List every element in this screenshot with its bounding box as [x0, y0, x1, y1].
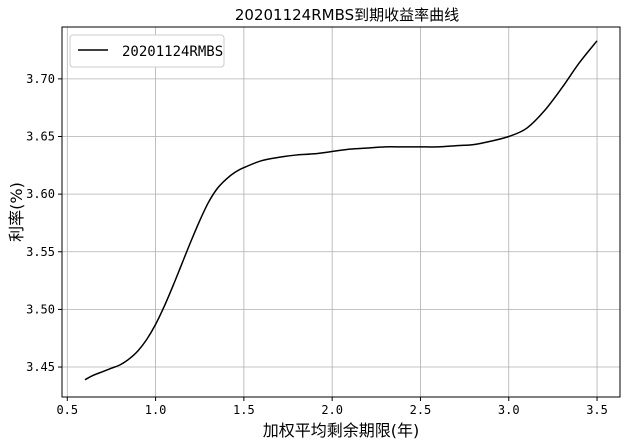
legend: 20201124RMBS [69, 34, 225, 68]
x-tick-label: 3.0 [498, 403, 520, 417]
y-tick-label: 3.55 [26, 245, 55, 259]
x-tick-label: 1.0 [145, 403, 167, 417]
legend-label: 20201124RMBS [122, 44, 223, 60]
y-tick-label: 3.70 [26, 72, 55, 86]
legend-box [69, 34, 225, 68]
x-axis: 0.5 1.0 1.5 2.0 2.5 3.0 3.5 [56, 397, 608, 417]
grid-lines [62, 27, 620, 397]
x-tick-label: 2.5 [410, 403, 432, 417]
x-axis-label: 加权平均剩余期限(年) [263, 421, 420, 440]
y-tick-label: 3.50 [26, 302, 55, 316]
x-tick-label: 3.5 [586, 403, 608, 417]
y-tick-label: 3.65 [26, 130, 55, 144]
series-layer [84, 40, 598, 381]
y-tick-label: 3.60 [26, 187, 55, 201]
x-tick-label: 1.5 [233, 403, 255, 417]
y-axis-label: 利率(%) [7, 182, 26, 242]
x-tick-label: 2.0 [321, 403, 343, 417]
chart-title: 20201124RMBS到期收益率曲线 [235, 6, 459, 24]
y-axis: 3.45 3.50 3.55 3.60 3.65 3.70 [26, 72, 62, 374]
series-line [84, 40, 598, 381]
x-tick-label: 0.5 [56, 403, 78, 417]
plot-frame [61, 26, 621, 398]
y-tick-label: 3.45 [26, 360, 55, 374]
